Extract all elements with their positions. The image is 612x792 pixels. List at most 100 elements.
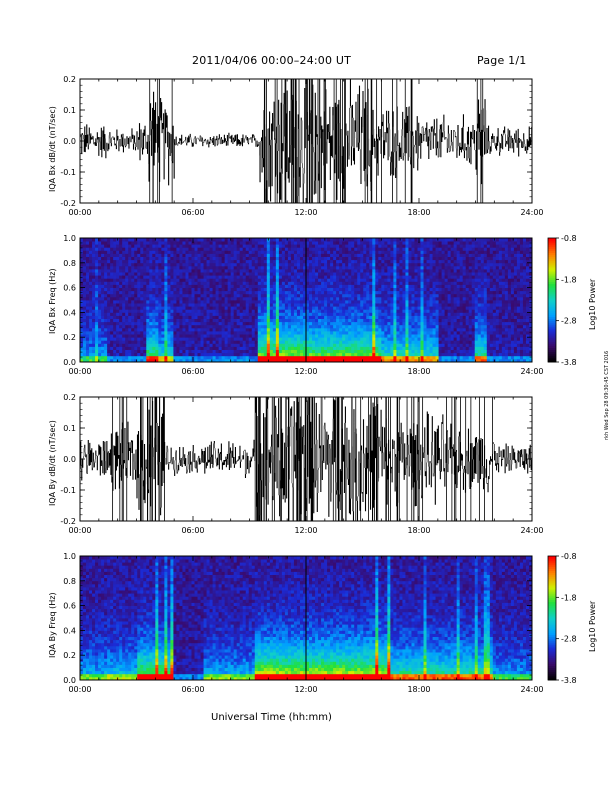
- spectrogram-cell: [80, 296, 84, 301]
- spectrogram-cell: [275, 265, 280, 270]
- spectrogram-cell: [185, 262, 189, 267]
- spectrogram-cell: [95, 358, 99, 363]
- spectrogram-cell: [173, 309, 177, 313]
- spectrogram-cell: [429, 331, 433, 335]
- spectrogram-cell: [354, 265, 358, 270]
- spectrogram-cell: [411, 340, 415, 344]
- spectrogram-cell: [254, 334, 259, 338]
- spectrogram-cell: [333, 278, 337, 282]
- spectrogram-cell: [411, 327, 415, 332]
- spectrogram-cell: [146, 269, 150, 273]
- spectrogram-cell: [372, 300, 376, 304]
- spectrogram-cell: [293, 337, 298, 341]
- spectrogram-cell: [345, 238, 349, 242]
- spectrogram-cell: [167, 262, 171, 267]
- spectrogram-cell: [134, 346, 138, 350]
- spectrogram-cell: [402, 259, 406, 264]
- spectrogram-cell: [369, 346, 373, 350]
- spectrogram-cell: [200, 275, 204, 279]
- spectrogram-cell: [218, 315, 223, 319]
- spectrogram-cell: [176, 269, 180, 273]
- spectrogram-cell: [402, 265, 406, 270]
- spectrogram-cell: [284, 265, 289, 270]
- spectrogram-cell: [161, 303, 165, 307]
- spectrogram-cell: [101, 269, 105, 273]
- spectrogram-cell: [321, 269, 325, 273]
- spectrogram-cell: [302, 324, 307, 329]
- spectrogram-cell: [426, 327, 430, 332]
- spectrogram-cell: [107, 287, 111, 292]
- spectrogram-cell: [296, 241, 301, 245]
- spectrogram-cell: [110, 281, 114, 285]
- spectrogram-cell: [287, 303, 292, 307]
- spectrogram-cell: [399, 349, 403, 354]
- spectrogram-cell: [348, 262, 352, 267]
- spectrogram-cell: [254, 290, 259, 295]
- spectrogram-cell: [312, 318, 316, 323]
- spectrogram-cell: [390, 250, 394, 254]
- spectrogram-cell: [245, 253, 250, 257]
- spectrogram-cell: [354, 346, 358, 350]
- spectrogram-cell: [242, 241, 247, 245]
- spectrogram-cell: [176, 278, 180, 282]
- spectrogram-cell: [266, 355, 271, 360]
- spectrogram-cell: [206, 275, 210, 279]
- spectrogram-cell: [107, 346, 111, 350]
- spectrogram-cell: [152, 269, 156, 273]
- spectrogram-cell: [200, 296, 204, 301]
- spectrogram-cell: [137, 247, 141, 251]
- spectrogram-cell: [363, 272, 367, 276]
- spectrogram-cell: [116, 352, 120, 357]
- spectrogram-cell: [263, 303, 268, 307]
- spectrogram-cell: [248, 337, 253, 341]
- spectrogram-cell: [290, 309, 295, 313]
- spectrogram-cell: [275, 272, 280, 276]
- spectrogram-cell: [387, 306, 391, 310]
- spectrogram-cell: [287, 300, 292, 304]
- spectrogram-cell: [98, 334, 102, 338]
- spectrogram-cell: [324, 247, 328, 251]
- spectrogram-cell: [275, 275, 280, 279]
- spectrogram-cell: [363, 250, 367, 254]
- spectrogram-cell: [131, 340, 135, 344]
- spectrogram-cell: [203, 265, 207, 270]
- spectrogram-cell: [318, 238, 322, 242]
- spectrogram-cell: [293, 349, 298, 354]
- spectrogram-cell: [293, 355, 298, 360]
- spectrogram-cell: [263, 321, 268, 326]
- spectrogram-cell: [257, 250, 262, 254]
- spectrogram-cell: [381, 241, 385, 245]
- spectrogram-cell: [197, 352, 201, 357]
- spectrogram-cell: [179, 340, 183, 344]
- spectrogram-cell: [137, 256, 141, 261]
- spectrogram-cell: [212, 315, 216, 319]
- spectrogram-cell: [110, 293, 114, 298]
- spectrogram-cell: [221, 244, 226, 248]
- spectrogram-cell: [275, 244, 280, 248]
- spectrogram-cell: [384, 318, 388, 323]
- spectrogram-cell: [387, 241, 391, 245]
- spectrogram-cell: [324, 324, 328, 329]
- spectrogram-cell: [245, 244, 250, 248]
- spectrogram-cell: [260, 278, 265, 282]
- spectrogram-cell: [170, 262, 174, 267]
- spectrogram-cell: [444, 284, 449, 288]
- spectrogram-cell: [107, 262, 111, 267]
- spectrogram-cell: [176, 250, 180, 254]
- spectrogram-cell: [408, 293, 412, 298]
- spectrogram-cell: [221, 296, 226, 301]
- spectrogram-cell: [134, 275, 138, 279]
- spectrogram-cell: [278, 259, 283, 264]
- spectrogram-cell: [429, 334, 433, 338]
- spectrogram-cell: [330, 296, 334, 301]
- spectrogram-cell: [230, 281, 235, 285]
- spectrogram-cell: [345, 327, 349, 332]
- spectrogram-cell: [176, 262, 180, 267]
- spectrogram-cell: [272, 352, 277, 357]
- spectrogram-cell: [218, 352, 223, 357]
- spectrogram-cell: [128, 324, 132, 329]
- spectrogram-cell: [312, 324, 316, 329]
- spectrogram-cell: [384, 358, 388, 363]
- spectrogram-cell: [230, 244, 235, 248]
- spectrogram-cell: [167, 318, 171, 323]
